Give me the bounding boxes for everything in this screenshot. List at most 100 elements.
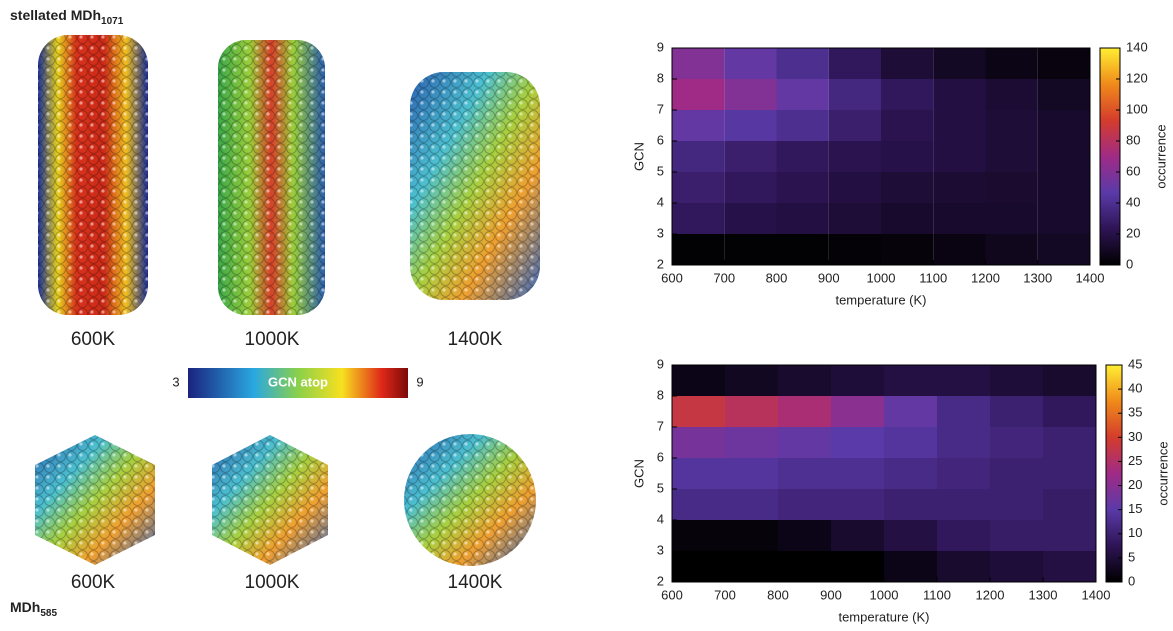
top-title-main: stellated MDh — [10, 7, 101, 23]
heat-cell — [831, 551, 884, 582]
heat-cell — [884, 458, 937, 489]
heat-cell — [778, 458, 831, 489]
figure: stellated MDh1071 MDh585 600K 1000K 1400… — [0, 0, 1173, 631]
heat-cell — [1043, 396, 1096, 427]
heat-cell — [831, 396, 884, 427]
colorbar-tick-label: 140 — [1126, 39, 1148, 54]
heat-cell — [1038, 110, 1090, 141]
page: stellated MDh1071 MDh585 600K 1000K 1400… — [0, 0, 1173, 631]
heat-cell — [933, 48, 985, 79]
heat-cell — [933, 234, 985, 265]
x-tick-label: 600 — [661, 587, 683, 602]
temp-label: 1000K — [245, 572, 300, 593]
heat-cell — [1038, 234, 1090, 265]
heat-cell — [881, 172, 933, 203]
heat-cell — [829, 172, 881, 203]
heat-cell — [1038, 79, 1090, 110]
heat-cell — [777, 110, 829, 141]
colorbar-tick-label: 25 — [1128, 453, 1142, 468]
heat-cell — [777, 234, 829, 265]
heat-cell — [1043, 551, 1096, 582]
x-tick-label: 700 — [714, 587, 736, 602]
x-tick-label: 1300 — [1023, 270, 1052, 285]
colorbar-tick-label: 30 — [1128, 429, 1142, 444]
heat-cell — [778, 365, 831, 396]
temp-label: 1000K — [245, 329, 300, 350]
x-tick-label: 1300 — [1029, 587, 1058, 602]
colorbar-label: occurrence — [1153, 124, 1168, 188]
heat-cell — [672, 79, 724, 110]
x-tick-label: 1000 — [867, 270, 896, 285]
heat-cell — [990, 365, 1043, 396]
heat-cell — [724, 234, 776, 265]
heat-cell — [881, 141, 933, 172]
top-title-sub: 1071 — [101, 16, 124, 27]
bottom-title-sub: 585 — [40, 608, 57, 619]
heat-cell — [1038, 172, 1090, 203]
colorbar-tick-label: 45 — [1128, 356, 1142, 371]
heat-cell — [990, 396, 1043, 427]
heat-cell — [884, 427, 937, 458]
heat-cell — [986, 203, 1038, 234]
heat-cell — [672, 141, 724, 172]
y-tick-label: 6 — [657, 449, 664, 464]
colorbar-tick-label: 20 — [1126, 225, 1140, 240]
heat-cell — [1043, 520, 1096, 551]
colorbar-label: occurrence — [1155, 441, 1170, 505]
colorbar-tick-label: 20 — [1128, 477, 1142, 492]
x-tick-label: 1400 — [1076, 270, 1105, 285]
heat-cell — [724, 110, 776, 141]
heat-cell — [672, 489, 725, 520]
colorbar — [1100, 48, 1120, 265]
heat-cell — [777, 172, 829, 203]
y-tick-label: 9 — [657, 356, 664, 371]
heat-cell — [1038, 48, 1090, 79]
heat-cell — [777, 48, 829, 79]
colorbar-tick-label: 5 — [1128, 549, 1135, 564]
x-tick-label: 1200 — [976, 587, 1005, 602]
heat-cell — [937, 458, 990, 489]
y-tick-label: 5 — [657, 163, 664, 178]
x-tick-label: 600 — [661, 270, 683, 285]
scale-min: 3 — [172, 374, 179, 389]
heat-cell — [724, 203, 776, 234]
heat-cell — [884, 396, 937, 427]
heat-cell — [777, 141, 829, 172]
colorbar-tick-label: 0 — [1128, 573, 1135, 588]
heat-cell — [672, 551, 725, 582]
y-tick-label: 7 — [657, 101, 664, 116]
heat-cell — [933, 172, 985, 203]
colorbar-tick-label: 35 — [1128, 405, 1142, 420]
heat-cell — [672, 172, 724, 203]
heat-cell — [937, 520, 990, 551]
heat-cell — [777, 203, 829, 234]
heat-cell — [884, 520, 937, 551]
heat-cell — [937, 551, 990, 582]
y-tick-label: 3 — [657, 225, 664, 240]
y-tick-label: 8 — [657, 387, 664, 402]
heat-cell — [725, 427, 778, 458]
y-tick-label: 6 — [657, 132, 664, 147]
heat-cell — [778, 551, 831, 582]
heat-cell — [986, 48, 1038, 79]
heat-cell — [672, 396, 725, 427]
heat-cell — [778, 427, 831, 458]
scale-label: GCN atop — [268, 374, 328, 389]
heat-cell — [986, 141, 1038, 172]
colorbar-tick-label: 40 — [1126, 194, 1140, 209]
heat-cell — [831, 427, 884, 458]
heat-cell — [1038, 203, 1090, 234]
heat-cell — [725, 551, 778, 582]
heat-cell — [990, 551, 1043, 582]
heat-cell — [724, 141, 776, 172]
y-tick-label: 9 — [657, 39, 664, 54]
heat-cell — [881, 234, 933, 265]
heat-cell — [1043, 458, 1096, 489]
heat-cell — [990, 489, 1043, 520]
x-tick-label: 900 — [820, 587, 842, 602]
particle-images — [35, 35, 540, 566]
heat-cell — [829, 234, 881, 265]
heat-cell — [672, 110, 724, 141]
heat-cell — [1043, 489, 1096, 520]
heat-cell — [990, 427, 1043, 458]
